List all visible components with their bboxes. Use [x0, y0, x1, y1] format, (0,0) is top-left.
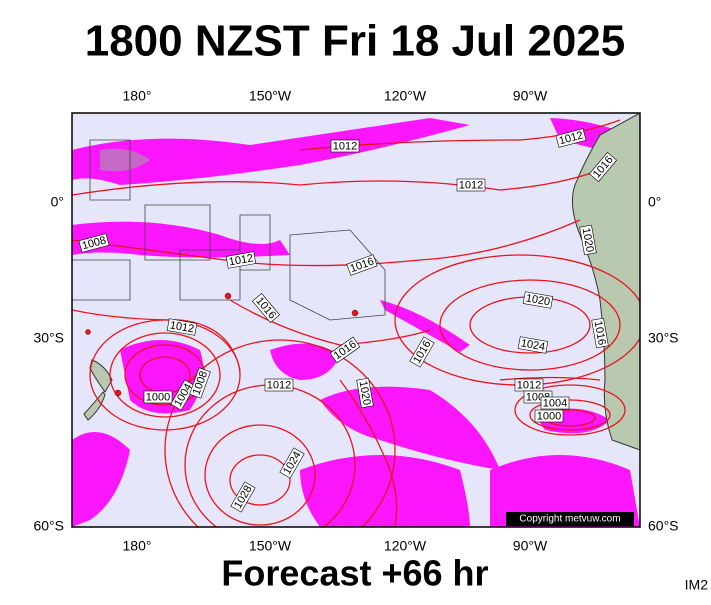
- isobar-label-text: 1000: [537, 410, 561, 422]
- isobar-label: 1020: [522, 291, 554, 309]
- isobar-label-box: [330, 139, 360, 153]
- lat-label-right: 30°S: [648, 330, 679, 346]
- isobar-label-text: 1012: [228, 252, 254, 268]
- copyright-box: [506, 512, 634, 526]
- eez-boundaries: [72, 139, 386, 321]
- isobar-label-box: [356, 377, 374, 409]
- isobar-label-box: [279, 447, 305, 479]
- isobar-label-text: 1020: [580, 227, 596, 253]
- isobar-label-box: [143, 390, 173, 404]
- lon-label-bottom: 150°W: [249, 538, 292, 554]
- forecast-label: Forecast +66 hr: [221, 553, 488, 594]
- lon-label-top: 150°W: [249, 88, 292, 104]
- isobar-label: 1016: [591, 317, 609, 349]
- isobar-label-box: [346, 254, 378, 276]
- isobar-label-text: 1012: [169, 319, 195, 335]
- map-frame: [71, 112, 641, 528]
- copyright: Copyright metvuw.com: [519, 514, 620, 525]
- isobar-label: 1020: [356, 377, 374, 409]
- isobar-label-box: [170, 379, 196, 411]
- isobar-label: 1012: [514, 378, 544, 391]
- isobar-label-box: [579, 224, 597, 256]
- lon-label-bottom: 180°: [123, 538, 152, 554]
- isobar-label-box: [588, 151, 618, 183]
- isobar-label-box: [540, 396, 570, 410]
- lat-label-right: 0°: [648, 194, 661, 210]
- isobar-label-box: [534, 409, 564, 423]
- isobar-label: 1012: [456, 178, 486, 192]
- isobar-label-box: [555, 128, 587, 148]
- lon-label-top: 90°W: [513, 88, 548, 104]
- isobar-label-text: 1012: [333, 140, 357, 152]
- title: 1800 NZST Fri 18 Jul 2025: [85, 17, 626, 66]
- isobar-label-box: [225, 251, 257, 269]
- lon-label-bottom: 120°W: [384, 538, 427, 554]
- lon-label-top: 120°W: [384, 88, 427, 104]
- lon-label-top: 180°: [123, 88, 152, 104]
- isobar-label: 1000: [534, 409, 564, 423]
- islands: [85, 292, 359, 397]
- isobar-label-box: [456, 178, 486, 192]
- tropics-fill: [100, 148, 150, 172]
- lat-label-left: 60°S: [33, 518, 64, 534]
- isobar-label-box: [591, 317, 609, 349]
- isobar-label-box: [78, 233, 110, 253]
- isobar-label-box: [329, 336, 361, 364]
- isobar-label: 1020: [579, 224, 597, 256]
- isobar-label-box: [522, 291, 554, 309]
- isobar-label-box: [409, 336, 435, 368]
- isobar-label-box: [517, 336, 549, 354]
- isobar-label-box: [189, 367, 211, 399]
- isobar-label-box: [251, 292, 281, 324]
- isobar-label-text: 1012: [267, 379, 291, 391]
- isobar-label-box: [264, 378, 294, 392]
- isobar-label-text: 1016: [592, 320, 608, 346]
- isobar-label: 1000: [143, 390, 173, 404]
- south-america: [571, 113, 640, 451]
- isobar-label-text: 1020: [357, 380, 373, 406]
- isobar-label-text: 1020: [525, 292, 551, 308]
- isobar-label: 1012: [166, 318, 198, 336]
- isobar-label: 1004: [540, 396, 570, 410]
- isobar-label: 1024: [517, 336, 549, 354]
- isobar-label-text: 1004: [543, 397, 567, 409]
- lat-label-left: 0°: [51, 194, 64, 210]
- image-code: IM2: [685, 577, 709, 593]
- isobar-label-text: 1012: [517, 379, 541, 391]
- isobar-label-text: 1012: [459, 179, 483, 191]
- isobar-label-box: [230, 481, 256, 513]
- axis-labels: 180° 180° 150°W 150°W 120°W 120°W 90°W 90°W 0° 0°…: [33, 88, 678, 554]
- lat-label-right: 60°S: [648, 518, 679, 534]
- isobar-label: 1012: [330, 139, 360, 153]
- isobar-label-text: 1000: [146, 391, 170, 403]
- isobar-label: 1012: [264, 378, 294, 392]
- isobar-label-text: 1024: [520, 337, 546, 353]
- lon-label-bottom: 90°W: [513, 538, 548, 554]
- isobar-label-box: [166, 318, 198, 336]
- lat-label-left: 30°S: [33, 330, 64, 346]
- isobar-label: 1012: [225, 251, 257, 269]
